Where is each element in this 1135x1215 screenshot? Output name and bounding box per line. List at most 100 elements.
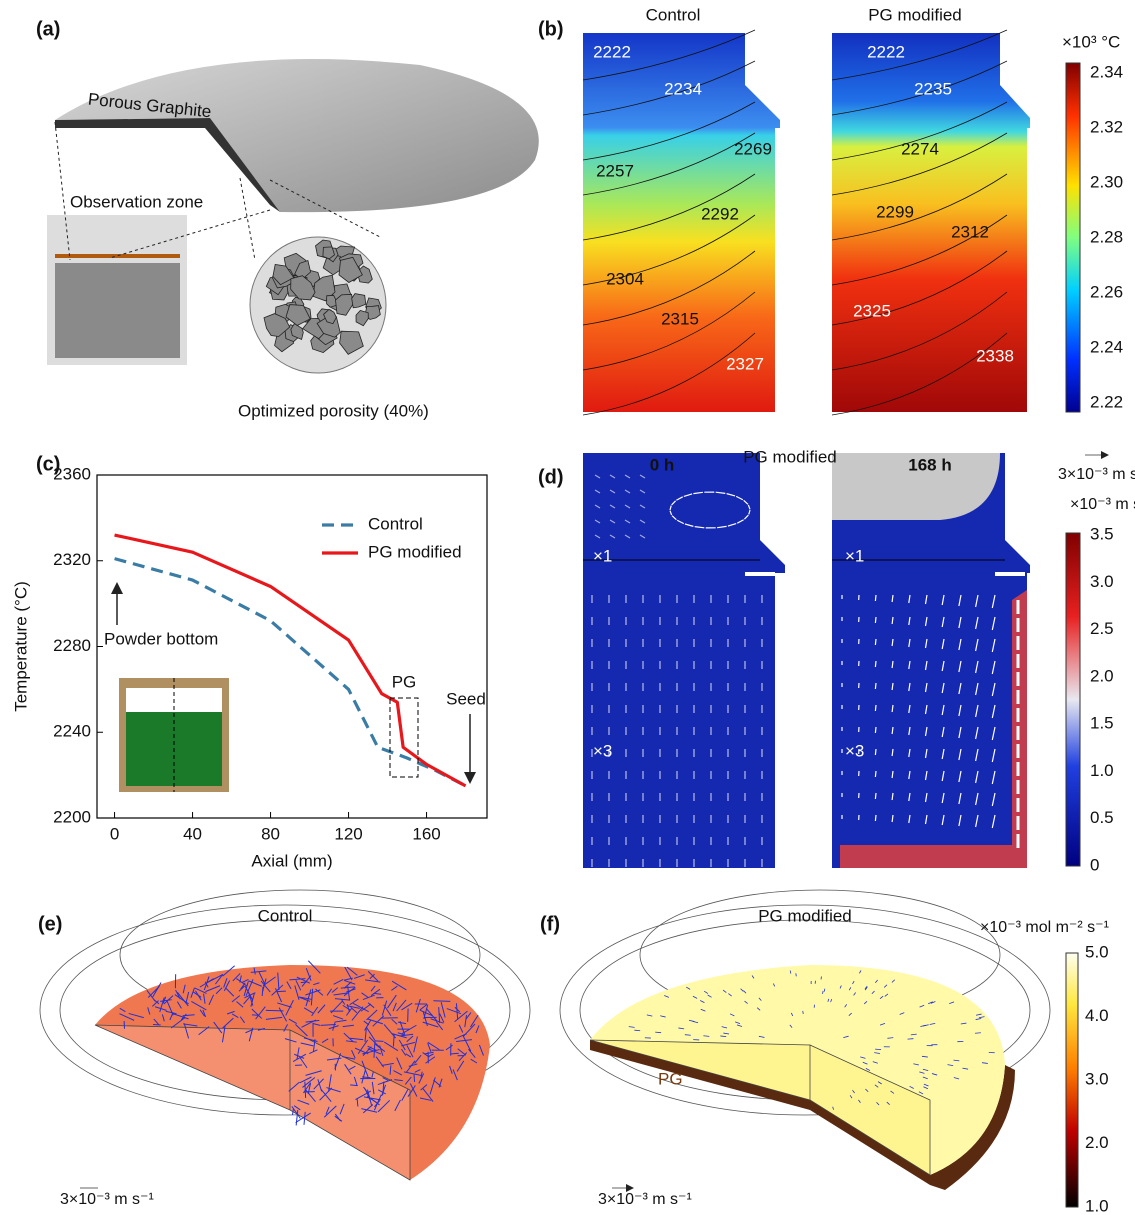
legend-label: Control <box>368 514 423 533</box>
arrow <box>425 1056 436 1064</box>
arrow <box>147 985 160 998</box>
arrow <box>439 1013 445 1023</box>
arrow <box>346 1008 352 1016</box>
arrow <box>958 616 962 629</box>
arrow <box>609 474 616 479</box>
arrow <box>918 1091 924 1095</box>
arrow <box>194 987 207 994</box>
arrow <box>299 996 311 1002</box>
arrow <box>332 1015 344 1020</box>
arrow <box>307 960 321 974</box>
arrow <box>941 616 945 628</box>
arrow <box>288 1018 297 1024</box>
arrow <box>874 594 877 602</box>
arrow <box>251 1008 263 1019</box>
arrow <box>684 523 694 527</box>
arrow <box>908 594 911 604</box>
map-title: 168 h <box>908 455 951 474</box>
arrow <box>360 1003 372 1012</box>
arrow <box>748 509 751 515</box>
panel-d: (d) 0 h PG modified 168 h 3×10⁻³ m s⁻¹ ×… <box>538 447 1135 868</box>
contour-label: 2325 <box>853 301 891 320</box>
arrow <box>865 1088 869 1093</box>
arrow <box>884 993 889 997</box>
arrow <box>305 968 312 981</box>
arrow <box>736 1024 743 1027</box>
arrow <box>343 986 356 997</box>
arrow <box>202 1009 207 1018</box>
arrow <box>758 997 762 1001</box>
arrow <box>240 982 246 990</box>
panel-b: (b) Control PG modified ×10³ °C <box>538 5 1120 416</box>
arrow <box>929 1022 936 1025</box>
arrow <box>255 1006 266 1020</box>
arrow <box>391 985 398 991</box>
arrow <box>468 1048 476 1058</box>
arrow <box>624 504 631 509</box>
arrow <box>975 748 979 762</box>
arrow <box>301 1019 317 1028</box>
arrow <box>827 998 830 1002</box>
arrow <box>291 1106 301 1119</box>
pg-label: PG <box>658 1069 683 1088</box>
arrow <box>639 534 646 539</box>
arrow <box>953 1077 960 1080</box>
arrow <box>874 770 877 778</box>
arrow <box>391 1033 407 1039</box>
colorbar-tick-label: 2.28 <box>1090 227 1123 246</box>
arrow <box>458 1052 468 1062</box>
isoline <box>582 29 756 81</box>
arrow <box>170 1017 186 1029</box>
isoline <box>582 101 756 161</box>
arrow <box>309 1049 318 1055</box>
arrow <box>891 616 894 625</box>
annotation: Powder bottom <box>104 629 218 648</box>
arrow <box>438 1078 443 1088</box>
contour-label: 2338 <box>976 346 1014 365</box>
arrow <box>975 616 979 630</box>
arrow <box>891 770 894 779</box>
colorbar-tick-label: 2.0 <box>1090 666 1114 685</box>
contour-label: 2234 <box>664 79 702 98</box>
colorbar-tick-label: 3.5 <box>1090 524 1114 543</box>
arrow <box>908 814 911 824</box>
arrow <box>433 1079 442 1087</box>
panel-label: (e) <box>38 913 62 935</box>
arrow <box>852 980 855 985</box>
arrow <box>119 1013 135 1021</box>
arrow <box>877 1081 882 1085</box>
colorbar-tick-label: 2.24 <box>1090 337 1123 356</box>
arrow <box>886 1101 890 1106</box>
arrow <box>594 519 601 524</box>
contour-label: 2292 <box>701 204 739 223</box>
arrow <box>277 972 280 991</box>
arrow <box>223 980 231 992</box>
arrow <box>399 1033 414 1037</box>
arrow <box>727 523 737 527</box>
arrow <box>883 984 888 988</box>
arrow <box>975 770 979 784</box>
arrow <box>342 1024 354 1028</box>
arrow <box>693 491 703 495</box>
arrow <box>756 1007 761 1011</box>
arrow <box>363 1086 369 1094</box>
arrow <box>367 1048 382 1055</box>
map-title: 0 h <box>650 455 675 474</box>
arrow <box>153 1018 160 1025</box>
isoline <box>831 29 1008 81</box>
arrow <box>891 748 894 757</box>
arrow <box>405 1060 416 1073</box>
arrow <box>953 1059 960 1062</box>
arrow <box>332 1021 336 1031</box>
arrow <box>294 1053 305 1059</box>
colorbar-tick-label: 3.0 <box>1085 1069 1109 1088</box>
arrow <box>852 1089 855 1094</box>
arrow <box>740 988 744 992</box>
arrow <box>382 1081 385 1096</box>
arrow <box>974 1032 981 1034</box>
arrow <box>941 792 945 804</box>
arrow <box>340 986 355 989</box>
velocity-map <box>583 453 785 868</box>
arrow <box>361 992 369 999</box>
arrow <box>232 973 241 982</box>
